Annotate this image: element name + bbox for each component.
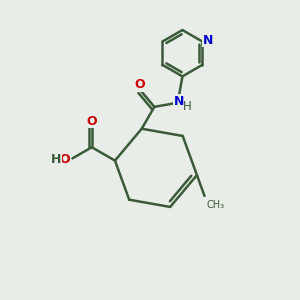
Text: H: H bbox=[183, 100, 192, 113]
Text: H: H bbox=[51, 153, 61, 167]
Text: O: O bbox=[86, 115, 97, 128]
Text: N: N bbox=[174, 95, 184, 108]
Text: N: N bbox=[202, 34, 213, 46]
Text: CH₃: CH₃ bbox=[207, 200, 225, 210]
Text: O: O bbox=[60, 153, 70, 167]
Text: O: O bbox=[134, 79, 145, 92]
